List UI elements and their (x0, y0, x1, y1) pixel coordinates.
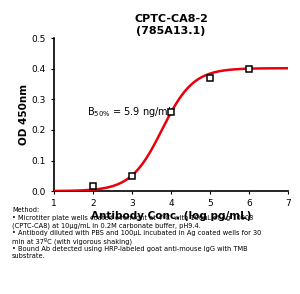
Text: B$_{50\%}$ = 5.9 ng/mL: B$_{50\%}$ = 5.9 ng/mL (87, 105, 175, 118)
Y-axis label: OD 450nm: OD 450nm (19, 84, 28, 145)
Text: Method:
• Microtiter plate wells coated overnight at 4ºC  with 100μL of Ag 10903: Method: • Microtiter plate wells coated … (12, 207, 261, 259)
X-axis label: Antibody Conc. (log pg/mL): Antibody Conc. (log pg/mL) (91, 211, 251, 221)
Title: CPTC-CA8-2
(785A13.1): CPTC-CA8-2 (785A13.1) (134, 14, 208, 36)
